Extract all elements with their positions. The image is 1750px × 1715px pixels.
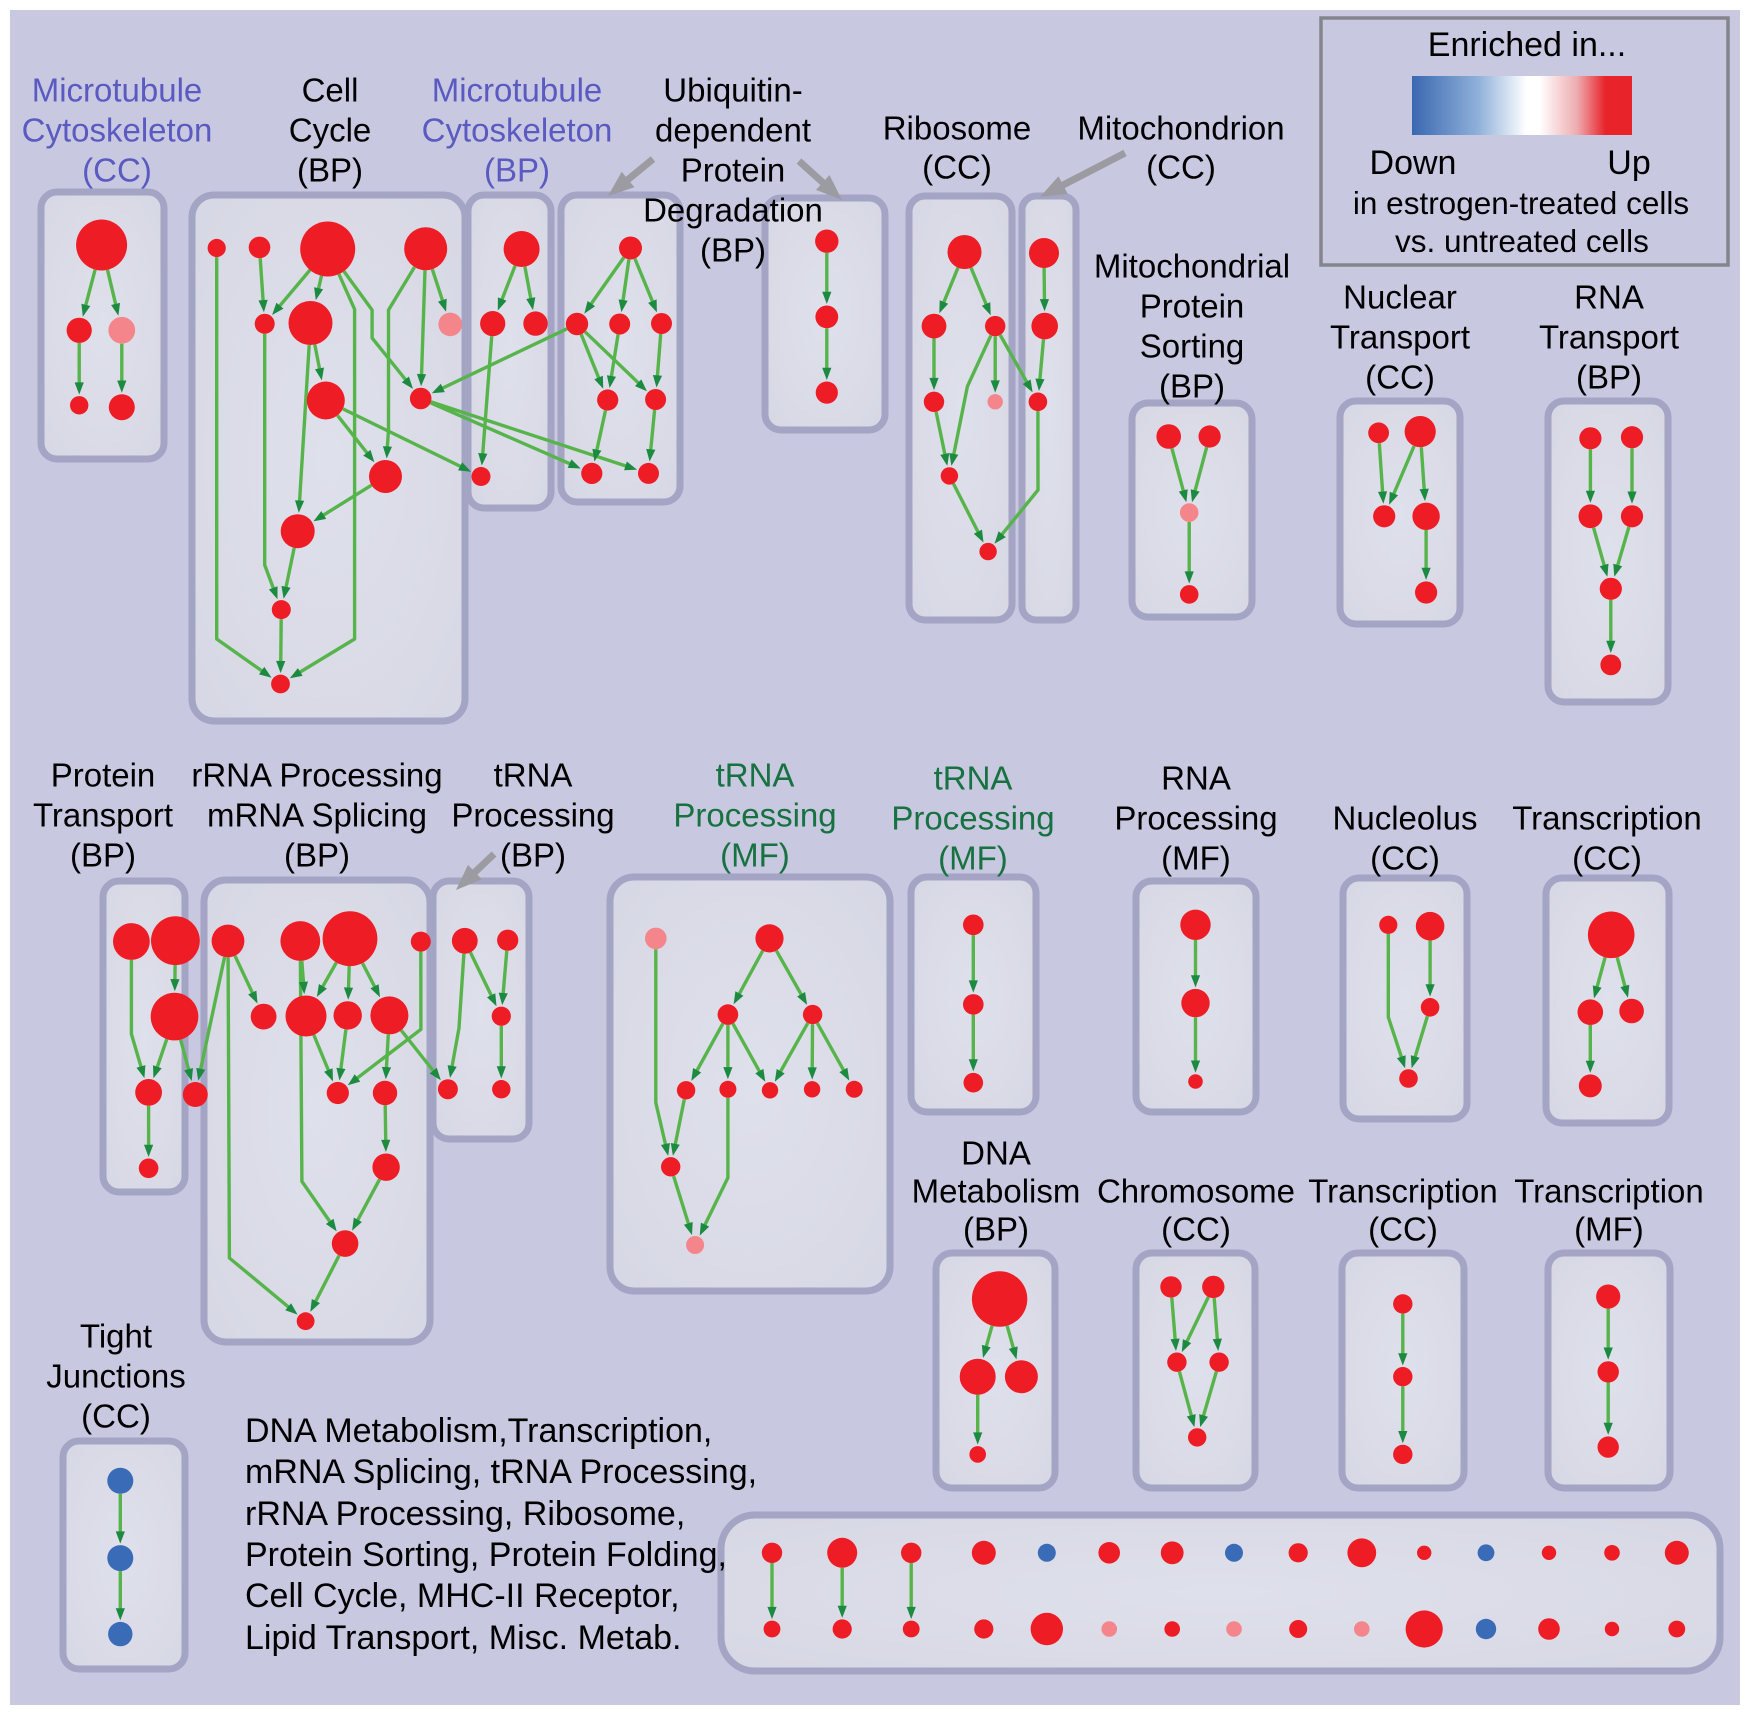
svg-text:Enriched in...: Enriched in... bbox=[1428, 26, 1626, 64]
svg-text:Nuclear: Nuclear bbox=[1343, 279, 1457, 316]
svg-text:rRNA Processing: rRNA Processing bbox=[191, 757, 442, 794]
svg-text:(CC): (CC) bbox=[1368, 1211, 1438, 1248]
svg-text:Up: Up bbox=[1607, 144, 1650, 182]
svg-text:Down: Down bbox=[1370, 144, 1457, 182]
svg-text:Ubiquitin-: Ubiquitin- bbox=[663, 72, 802, 109]
svg-text:(CC): (CC) bbox=[1161, 1211, 1231, 1248]
svg-text:Sorting: Sorting bbox=[1140, 328, 1245, 365]
svg-text:Transport: Transport bbox=[1539, 319, 1679, 356]
svg-text:Microtubule: Microtubule bbox=[32, 72, 203, 109]
svg-text:(CC): (CC) bbox=[1365, 359, 1435, 396]
svg-text:Tight: Tight bbox=[80, 1318, 152, 1355]
svg-text:Cell Cycle, MHC-II Receptor,: Cell Cycle, MHC-II Receptor, bbox=[245, 1577, 680, 1615]
svg-text:Processing: Processing bbox=[451, 797, 614, 834]
svg-text:tRNA: tRNA bbox=[934, 760, 1013, 797]
svg-text:Cytoskeleton: Cytoskeleton bbox=[22, 112, 213, 149]
svg-text:(BP): (BP) bbox=[700, 232, 766, 269]
svg-text:Transport: Transport bbox=[33, 797, 173, 834]
svg-text:Protein: Protein bbox=[51, 757, 156, 794]
svg-text:Microtubule: Microtubule bbox=[432, 72, 603, 109]
svg-text:Nucleolus: Nucleolus bbox=[1333, 800, 1478, 837]
svg-text:Metabolism: Metabolism bbox=[912, 1173, 1081, 1210]
svg-text:(BP): (BP) bbox=[484, 152, 550, 189]
svg-text:(CC): (CC) bbox=[1370, 840, 1440, 877]
svg-text:mRNA Splicing, tRNA Processing: mRNA Splicing, tRNA Processing, bbox=[245, 1453, 757, 1491]
svg-text:rRNA Processing, Ribosome,: rRNA Processing, Ribosome, bbox=[245, 1495, 685, 1533]
svg-text:(CC): (CC) bbox=[82, 152, 152, 189]
svg-text:tRNA: tRNA bbox=[716, 757, 795, 794]
svg-text:(MF): (MF) bbox=[1574, 1211, 1644, 1248]
svg-text:Chromosome: Chromosome bbox=[1097, 1173, 1295, 1210]
svg-text:Junctions: Junctions bbox=[46, 1358, 185, 1395]
svg-text:(MF): (MF) bbox=[938, 840, 1008, 877]
svg-text:(CC): (CC) bbox=[922, 149, 992, 186]
svg-text:(BP): (BP) bbox=[70, 837, 136, 874]
svg-text:Processing: Processing bbox=[891, 800, 1054, 837]
svg-text:(BP): (BP) bbox=[500, 837, 566, 874]
svg-text:Protein: Protein bbox=[1140, 288, 1245, 325]
svg-text:Mitochondrial: Mitochondrial bbox=[1094, 248, 1290, 285]
svg-text:(BP): (BP) bbox=[1159, 368, 1225, 405]
svg-text:(MF): (MF) bbox=[1161, 840, 1231, 877]
svg-text:in estrogen-treated cells: in estrogen-treated cells bbox=[1353, 185, 1689, 221]
svg-text:(BP): (BP) bbox=[297, 152, 363, 189]
svg-text:Lipid Transport, Misc. Metab.: Lipid Transport, Misc. Metab. bbox=[245, 1619, 682, 1657]
svg-text:Transcription: Transcription bbox=[1512, 800, 1702, 837]
svg-text:DNA Metabolism,Transcription,: DNA Metabolism,Transcription, bbox=[245, 1412, 712, 1450]
svg-text:Mitochondrion: Mitochondrion bbox=[1077, 110, 1284, 147]
svg-text:Cycle: Cycle bbox=[289, 112, 372, 149]
svg-text:Protein Sorting, Protein Foldi: Protein Sorting, Protein Folding, bbox=[245, 1536, 727, 1574]
svg-text:Transcription: Transcription bbox=[1514, 1173, 1704, 1210]
svg-text:Protein: Protein bbox=[681, 152, 786, 189]
svg-text:Ribosome: Ribosome bbox=[883, 110, 1032, 147]
svg-text:Cell: Cell bbox=[302, 72, 359, 109]
svg-text:(CC): (CC) bbox=[1146, 149, 1216, 186]
svg-text:Processing: Processing bbox=[673, 797, 836, 834]
svg-text:dependent: dependent bbox=[655, 112, 811, 149]
svg-text:tRNA: tRNA bbox=[494, 757, 573, 794]
svg-text:(BP): (BP) bbox=[284, 837, 350, 874]
svg-text:(BP): (BP) bbox=[1576, 359, 1642, 396]
svg-text:Processing: Processing bbox=[1114, 800, 1277, 837]
svg-text:(MF): (MF) bbox=[720, 837, 790, 874]
svg-text:DNA: DNA bbox=[961, 1135, 1031, 1172]
svg-text:RNA: RNA bbox=[1574, 279, 1644, 316]
svg-text:(CC): (CC) bbox=[1572, 840, 1642, 877]
svg-text:(BP): (BP) bbox=[963, 1211, 1029, 1248]
svg-text:Transcription: Transcription bbox=[1308, 1173, 1498, 1210]
svg-text:mRNA Splicing: mRNA Splicing bbox=[207, 797, 427, 834]
svg-text:Cytoskeleton: Cytoskeleton bbox=[422, 112, 613, 149]
svg-text:Transport: Transport bbox=[1330, 319, 1470, 356]
svg-text:vs. untreated cells: vs. untreated cells bbox=[1395, 223, 1649, 259]
svg-text:RNA: RNA bbox=[1161, 760, 1231, 797]
svg-text:Degradation: Degradation bbox=[643, 192, 823, 229]
svg-text:(CC): (CC) bbox=[81, 1398, 151, 1435]
